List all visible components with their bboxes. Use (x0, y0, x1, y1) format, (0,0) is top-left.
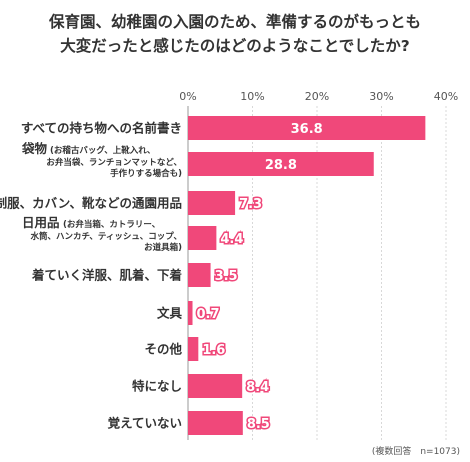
category-label: 着ていく洋服、肌着、下着 (31, 268, 182, 283)
bar (188, 191, 236, 215)
value-label: 7.3 (239, 197, 262, 212)
bar (188, 374, 243, 398)
value-label: 8.4 (246, 380, 269, 395)
value-label: 0.7 (197, 307, 220, 322)
category-sublabel: (お弁当箱、カトラリー、 (63, 219, 160, 230)
chart-title: 保育園、幼稚園の入園のため、準備するのがもっとも 大変だったと感じたのはどのよう… (0, 10, 470, 58)
category-label: 文具 (157, 306, 183, 321)
x-tick-label: 20% (305, 90, 329, 103)
bar (188, 411, 243, 435)
bar (188, 337, 199, 361)
x-tick-label: 30% (369, 90, 393, 103)
category-sublabel: 水筒、ハンカチ、ティッシュ、コップ、 (29, 231, 182, 242)
bar (188, 116, 426, 140)
category-label: その他 (144, 342, 182, 357)
value-label: 28.8 (265, 158, 297, 173)
x-tick-label: 40% (434, 90, 458, 103)
value-label: 1.6 (202, 343, 225, 358)
value-label: 36.8 (291, 122, 323, 137)
category-label: 特になし (132, 379, 182, 394)
category-label: 制服、カバン、靴などの通園用品 (0, 196, 182, 211)
bar (188, 226, 217, 250)
chart-title-line-2: 大変だったと感じたのはどのようなことでしたか? (60, 37, 410, 55)
bar (188, 152, 374, 176)
category-sublabel: (お稽古バッグ、上靴入れ、 (50, 145, 155, 156)
sample-size-note: (複数回答 n=1073) (371, 447, 460, 457)
chart-title-line-1: 保育園、幼稚園の入園のため、準備するのがもっとも (48, 13, 421, 31)
value-label: 4.4 (220, 232, 243, 247)
value-label: 8.5 (247, 417, 270, 432)
category-label: 覚えていない (108, 416, 182, 431)
category-label: 日用品 (22, 215, 60, 230)
category-label: すべての持ち物への名前書き (21, 121, 182, 136)
bar (188, 301, 193, 325)
bar (188, 263, 211, 287)
category-label: 袋物 (21, 141, 48, 156)
category-sublabel: 手作りする場合も) (110, 168, 182, 179)
x-tick-label: 10% (240, 90, 264, 103)
value-label: 3.5 (215, 269, 238, 284)
category-sublabel: お道具箱) (144, 242, 182, 253)
category-sublabel: お弁当袋、ランチョンマットなど、 (46, 157, 182, 168)
x-tick-label: 0% (179, 90, 196, 103)
